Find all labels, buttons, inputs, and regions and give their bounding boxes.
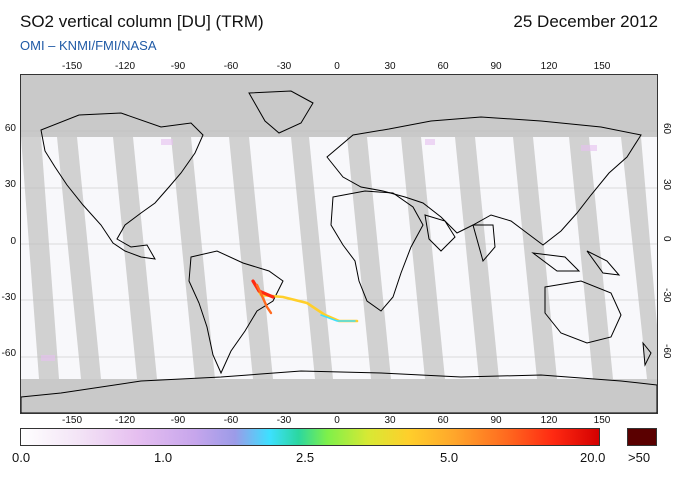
lat-tick-right: 0 [661, 236, 672, 242]
lon-tick-bottom: -90 [170, 415, 186, 426]
lat-tick-left: -60 [1, 348, 16, 359]
lon-tick-bottom: -150 [61, 415, 82, 426]
lon-tick-bottom: 0 [334, 415, 340, 426]
orbit-swath-gaps [21, 137, 657, 379]
lat-tick-right: -60 [661, 344, 672, 359]
no-data-band-north [21, 75, 657, 137]
lat-tick-left: 60 [4, 123, 16, 134]
lat-tick-right: -30 [661, 288, 672, 303]
page-title: SO2 vertical column [DU] (TRM) [20, 12, 264, 31]
lon-tick-bottom: -60 [223, 415, 239, 426]
colorbar-label: 2.5 [296, 450, 315, 465]
colorbar-label: 5.0 [440, 450, 459, 465]
lat-tick-left: 30 [4, 179, 16, 190]
lon-tick-top: -60 [223, 61, 239, 72]
lon-tick-bottom: -120 [114, 415, 135, 426]
credit-label: OMI – KNMI/FMI/NASA [20, 38, 157, 53]
lon-tick-top: -30 [276, 61, 292, 72]
lon-tick-top: -150 [61, 61, 82, 72]
lon-tick-top: 120 [540, 61, 558, 72]
date-label: 25 December 2012 [513, 12, 658, 31]
so2-plume [251, 279, 359, 323]
lon-tick-bottom: -30 [276, 415, 292, 426]
lon-tick-top: -90 [170, 61, 186, 72]
lon-tick-top: 30 [384, 61, 396, 72]
graticule [21, 130, 657, 358]
colorbar-overflow-label: >50 [628, 450, 651, 465]
lon-tick-bottom: 150 [593, 415, 611, 426]
lon-tick-bottom: 120 [540, 415, 558, 426]
colorbar-label: 1.0 [154, 450, 173, 465]
colorbar-label: 0.0 [12, 450, 31, 465]
lat-tick-right: 30 [661, 179, 672, 191]
coastlines [21, 90, 657, 413]
colorbar-overflow [627, 428, 657, 446]
lat-tick-left: -30 [1, 292, 16, 303]
lon-tick-bottom: 90 [490, 415, 502, 426]
no-data-band-south [21, 379, 657, 413]
lon-tick-bottom: 60 [437, 415, 449, 426]
lat-tick-right: 60 [661, 123, 672, 135]
lon-tick-bottom: 30 [384, 415, 396, 426]
low-value-speckle [41, 139, 597, 361]
map-graphic [21, 90, 657, 413]
lon-tick-top: 90 [490, 61, 502, 72]
colorbar [20, 428, 600, 446]
colorbar-label: 20.0 [580, 450, 606, 465]
lon-tick-top: 0 [334, 61, 340, 72]
lon-tick-top: -120 [114, 61, 135, 72]
lon-tick-top: 150 [593, 61, 611, 72]
map-panel[interactable] [20, 74, 658, 414]
lon-tick-top: 60 [437, 61, 449, 72]
lat-tick-left: 0 [10, 236, 16, 247]
